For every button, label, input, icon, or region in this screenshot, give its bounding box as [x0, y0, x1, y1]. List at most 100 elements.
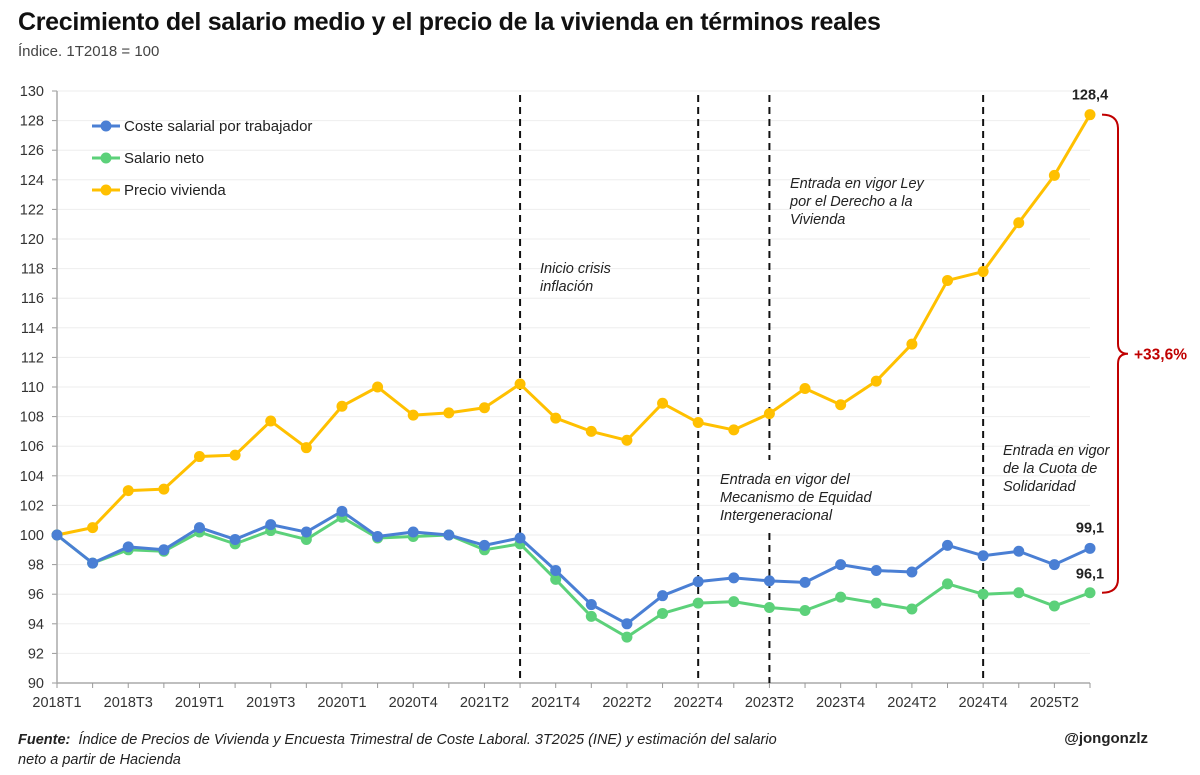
data-point [799, 604, 811, 616]
y-tick-label: 124 [20, 173, 44, 189]
y-tick-label: 128 [20, 114, 44, 130]
x-tick-label: 2020T4 [389, 695, 438, 711]
source-note: Fuente: Índice de Precios de Vivienda y … [18, 730, 778, 770]
legend-label: Precio vivienda [124, 182, 226, 199]
data-point [906, 603, 918, 615]
data-point [443, 407, 455, 419]
data-point [621, 618, 633, 630]
data-point [585, 599, 597, 611]
data-point [550, 565, 562, 577]
y-tick-label: 116 [21, 291, 44, 307]
series-line [56, 113, 1092, 537]
data-point [728, 572, 740, 584]
data-point [1048, 559, 1060, 571]
data-point [122, 541, 134, 553]
data-point [478, 539, 490, 551]
y-tick-label: 92 [28, 646, 44, 662]
data-point [300, 526, 312, 538]
data-point [229, 449, 241, 461]
data-point [1013, 545, 1025, 557]
data-point [906, 338, 918, 350]
y-tick-label: 122 [20, 202, 44, 218]
data-point [193, 522, 205, 534]
data-point [728, 424, 740, 436]
data-point [1048, 169, 1060, 181]
y-tick-label: 96 [28, 587, 44, 603]
data-point [942, 274, 954, 286]
event-annotation-line: por el Derecho a la [789, 194, 913, 210]
data-point [977, 266, 989, 278]
data-point [336, 505, 348, 517]
legend-swatch-marker [100, 120, 112, 132]
data-point [87, 522, 99, 534]
data-point [443, 529, 455, 541]
y-tick-label: 114 [21, 321, 44, 337]
x-tick-label: 2023T2 [745, 695, 794, 711]
event-annotation-line: Solidaridad [1003, 479, 1076, 495]
y-tick-label: 108 [20, 410, 44, 426]
x-tick-label: 2018T3 [104, 695, 153, 711]
y-tick-label: 120 [20, 232, 44, 248]
legend-swatch-marker [100, 184, 112, 196]
data-point [87, 557, 99, 569]
data-point [1013, 587, 1025, 599]
data-point [514, 532, 526, 544]
x-tick-label: 2021T4 [531, 695, 580, 711]
source-label: Fuente: [18, 732, 71, 748]
data-point [265, 519, 277, 531]
legend-label: Salario neto [124, 150, 204, 167]
data-point [372, 530, 384, 542]
source-text: Índice de Precios de Vivienda y Encuesta… [18, 732, 777, 768]
data-point [835, 559, 847, 571]
data-label: 96,1 [1076, 567, 1104, 583]
data-point [870, 565, 882, 577]
data-point [657, 397, 669, 409]
x-tick-label: 2021T2 [460, 695, 509, 711]
chart-subtitle: Índice. 1T2018 = 100 [18, 43, 160, 60]
data-point [621, 631, 633, 643]
data-point [372, 381, 384, 393]
data-label: 128,4 [1072, 88, 1108, 104]
x-tick-label: 2024T4 [959, 695, 1008, 711]
x-tick-label: 2025T2 [1030, 695, 1079, 711]
data-point [763, 408, 775, 420]
event-annotation-line: de la Cuota de [1003, 461, 1097, 477]
data-point [1084, 587, 1096, 599]
data-point [870, 375, 882, 387]
data-point [158, 483, 170, 495]
event-annotation-line: Intergeneracional [720, 508, 833, 524]
data-point [657, 590, 669, 602]
event-annotation-line: Vivienda [790, 212, 845, 228]
data-point [799, 576, 811, 588]
data-point [478, 402, 490, 414]
data-point [870, 597, 882, 609]
data-point [158, 544, 170, 556]
data-point [942, 578, 954, 590]
y-tick-label: 130 [20, 84, 44, 100]
data-point [585, 610, 597, 622]
data-point [657, 607, 669, 619]
data-point [692, 597, 704, 609]
y-tick-label: 102 [20, 498, 44, 514]
data-point [407, 409, 419, 421]
y-tick-label: 98 [28, 558, 44, 574]
x-tick-label: 2023T4 [816, 695, 865, 711]
data-point [692, 576, 704, 588]
event-annotation: Entrada en vigor de la Cuota de Solidarida… [1003, 443, 1111, 495]
data-point [728, 596, 740, 608]
data-point [906, 566, 918, 578]
chart-title: Crecimiento del salario medio y el preci… [18, 8, 881, 36]
event-annotation-line: Entrada en vigor [1003, 443, 1111, 459]
legend-swatch-marker [100, 152, 112, 164]
y-tick-label: 94 [28, 617, 44, 633]
data-point [229, 533, 241, 545]
y-tick-label: 112 [21, 350, 44, 366]
data-point [763, 602, 775, 614]
x-tick-label: 2022T2 [602, 695, 651, 711]
x-tick-label: 2019T1 [175, 695, 224, 711]
data-point [265, 415, 277, 427]
event-annotation: Entrada en vigor del Mecanismo de Equidad… [720, 472, 872, 524]
data-point [1048, 600, 1060, 612]
data-point [336, 400, 348, 412]
